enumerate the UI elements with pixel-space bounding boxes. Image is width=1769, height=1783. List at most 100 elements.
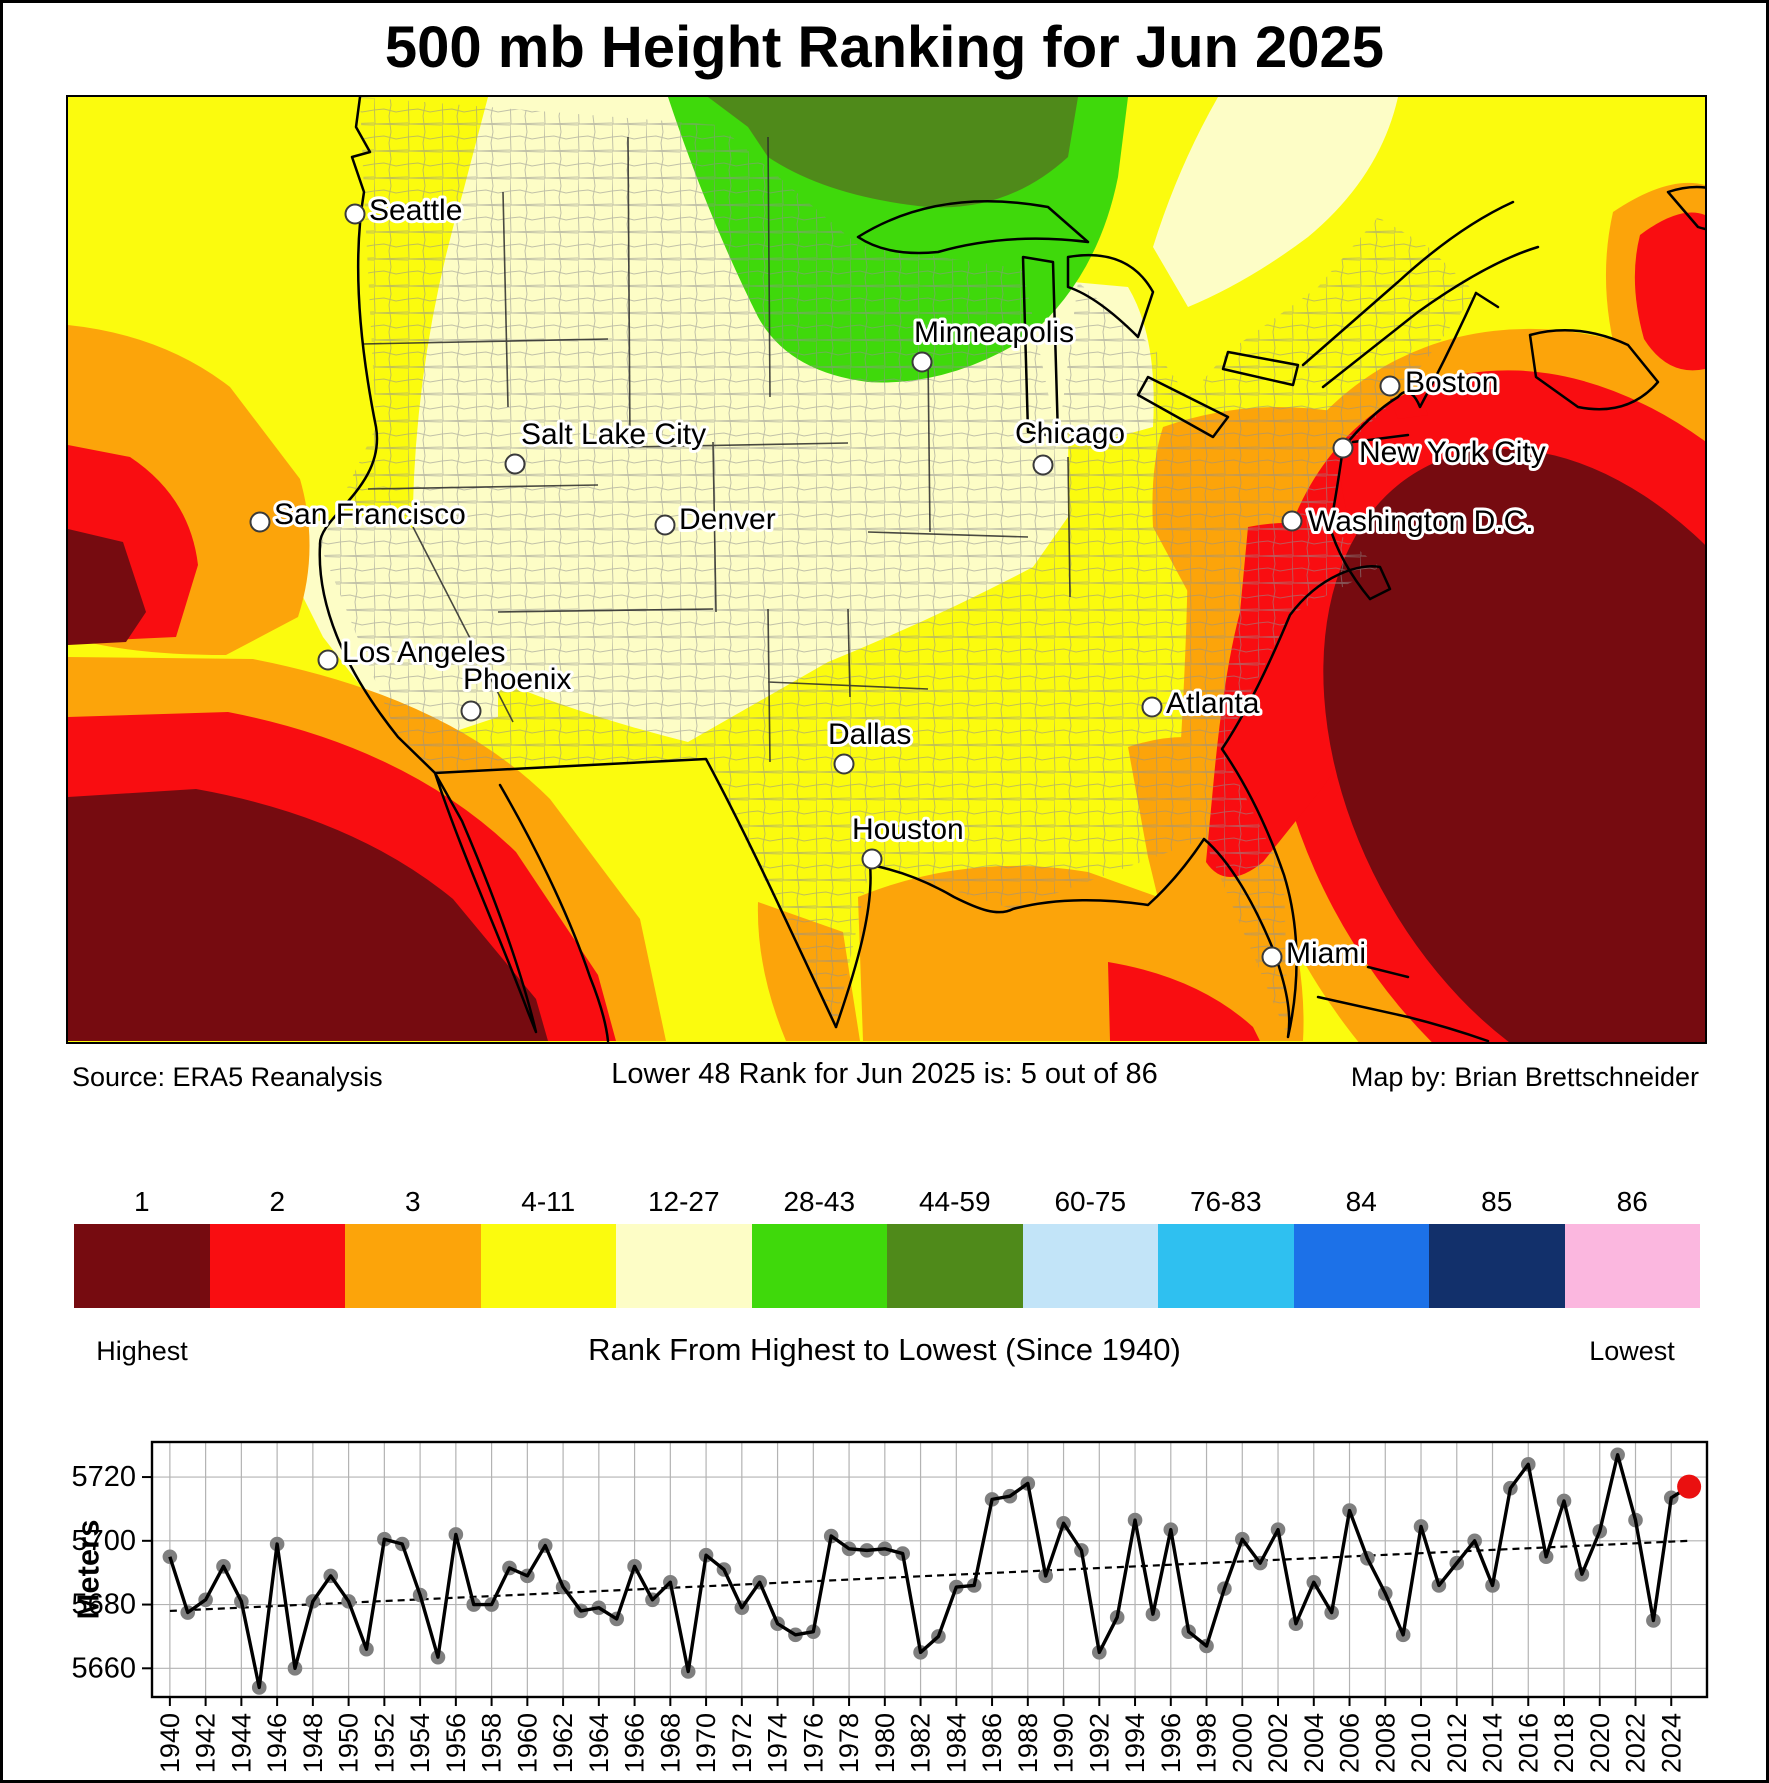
rank-summary-caption: Lower 48 Rank for Jun 2025 is: 5 out of … [611,1058,1158,1090]
x-tick-1964: 1964 [584,1713,614,1773]
legend-label-60-75: 60-75 [1054,1186,1127,1217]
x-tick-2006: 2006 [1335,1713,1365,1773]
x-tick-1940: 1940 [155,1713,185,1773]
legend-highest-label: Highest [96,1336,188,1366]
height-timeseries-chart: 1940 1942 1944 1946 1948 1950 1952 1954 1956 1958… [71,1440,1709,1773]
x-tick-1948: 1948 [298,1713,328,1773]
x-tick-1950: 1950 [334,1713,364,1773]
city-label: San Francisco [274,498,466,531]
legend-swatch-86 [1564,1224,1700,1308]
legend-color-swatches [74,1224,1700,1308]
x-tick-2008: 2008 [1370,1713,1400,1773]
city-dot [833,753,855,775]
x-tick-1954: 1954 [405,1713,435,1773]
legend-label-76-83: 76-83 [1189,1186,1262,1217]
legend-swatch-44-59 [887,1224,1023,1308]
city-dot [1379,375,1401,397]
x-tick-1982: 1982 [906,1713,936,1773]
x-tick-1952: 1952 [369,1713,399,1773]
x-tick-1946: 1946 [262,1713,292,1773]
legend-swatch-1 [74,1224,210,1308]
x-tick-2016: 2016 [1513,1713,1543,1773]
city-label: Houston [852,813,964,846]
legend-caption: Rank From Highest to Lowest (Since 1940) [588,1332,1181,1367]
city-label: Salt Lake City [521,418,706,451]
x-tick-1974: 1974 [763,1713,793,1773]
y-tick-5660: 5660 [71,1652,136,1684]
highlight-point-2025 [1677,1474,1702,1499]
legend-label-86: 86 [1616,1186,1648,1217]
legend-swatch-12-27 [616,1224,752,1308]
y-axis-label: Meters [71,1520,106,1620]
legend-swatch-28-43 [751,1224,887,1308]
city-dot [249,511,271,533]
x-tick-1988: 1988 [1013,1713,1043,1773]
x-tick-1968: 1968 [655,1713,685,1773]
x-tick-1962: 1962 [548,1713,578,1773]
x-tick-1978: 1978 [834,1713,864,1773]
city-new-york-city: New York City [1332,433,1549,472]
page-title: 500 mb Height Ranking for Jun 2025 [384,15,1385,80]
field-rank-44-59-canada [708,97,1078,208]
legend-label-44-59: 44-59 [918,1186,991,1217]
chart-y-tick-labels: 5660 5680 5700 5720 [71,1461,136,1684]
legend-lowest-label: Lowest [1589,1336,1675,1366]
city-dot [654,514,676,536]
chart-ticks [142,1476,1673,1706]
data-line [168,1453,1691,1690]
city-dot [861,848,883,870]
legend-swatch-76-83 [1158,1224,1294,1308]
x-tick-2020: 2020 [1585,1713,1615,1773]
city-label: Atlanta [1166,687,1260,720]
legend-label-3: 3 [404,1186,421,1217]
x-tick-1998: 1998 [1192,1713,1222,1773]
state-borders [362,136,1071,763]
city-dot [1261,946,1283,968]
city-phoenix: Phoenix [460,660,574,722]
x-tick-2000: 2000 [1227,1713,1257,1773]
x-tick-1972: 1972 [727,1713,757,1773]
city-chicago: Chicago [1012,414,1128,476]
x-tick-2004: 2004 [1299,1713,1329,1773]
x-tick-2014: 2014 [1478,1713,1508,1773]
x-tick-2022: 2022 [1621,1713,1651,1773]
x-tick-2018: 2018 [1549,1713,1579,1773]
x-tick-1958: 1958 [477,1713,507,1773]
x-tick-1994: 1994 [1120,1713,1150,1773]
city-dot [504,453,526,475]
x-tick-2002: 2002 [1263,1713,1293,1773]
city-dot [1141,696,1163,718]
city-label: Phoenix [463,663,571,696]
city-salt-lake-city: Salt Lake City [504,415,709,475]
x-tick-1944: 1944 [226,1713,256,1773]
city-label: Los Angeles [342,636,505,669]
rank-colorbar-legend: 1 2 3 4-11 12-27 28-43 44-59 60-75 76-83 84 85 86 [74,1186,1700,1308]
x-tick-2012: 2012 [1442,1713,1472,1773]
city-label: Denver [679,503,776,536]
y-tick-5680: 5680 [71,1589,136,1621]
city-label: Seattle [369,194,462,227]
x-tick-1984: 1984 [941,1713,971,1773]
legend-swatch-85 [1429,1224,1565,1308]
legend-swatch-3 [345,1224,481,1308]
city-label: Dallas [828,718,911,751]
x-tick-1942: 1942 [191,1713,221,1773]
city-dot [911,351,933,373]
x-tick-1986: 1986 [977,1713,1007,1773]
city-dot [344,203,366,225]
legend-label-2: 2 [269,1186,286,1217]
x-tick-1980: 1980 [870,1713,900,1773]
city-label: Miami [1286,937,1366,970]
city-label: Boston [1405,366,1498,399]
legend-label-12-27: 12-27 [647,1186,720,1217]
legend-label-28-43: 28-43 [783,1186,856,1217]
city-markers-layer: Seattle Minneapolis Boston New York City Sal… [249,191,1549,973]
city-houston: Houston [849,810,967,870]
x-tick-1976: 1976 [798,1713,828,1773]
x-tick-1970: 1970 [691,1713,721,1773]
legend-rank-labels: 1 2 3 4-11 12-27 28-43 44-59 60-75 76-83 84 85 86 [74,1186,1700,1222]
city-miami: Miami [1261,934,1369,973]
city-label: Washington D.C. [1308,505,1534,538]
city-dallas: Dallas [825,715,914,775]
map-canvas: Seattle Minneapolis Boston New York City Sal… [68,97,1705,1042]
